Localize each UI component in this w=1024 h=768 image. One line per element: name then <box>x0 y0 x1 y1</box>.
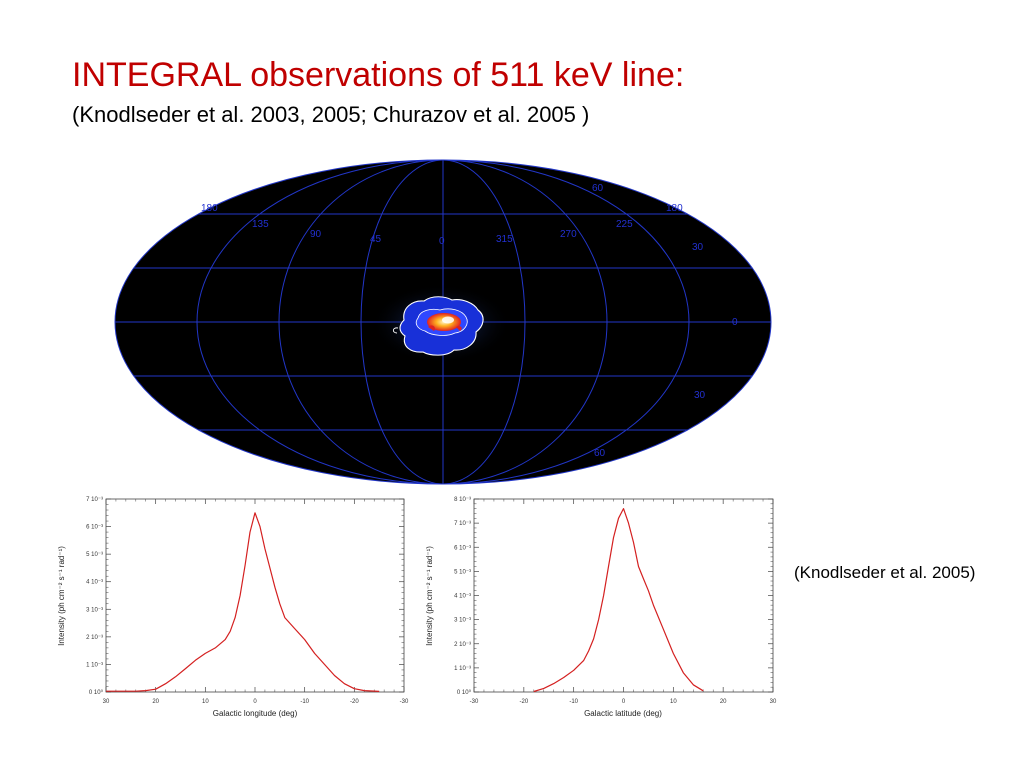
data-series <box>533 508 704 693</box>
y-tick-label: 5 10⁻³ <box>86 552 103 558</box>
meridian-2 <box>278 160 608 484</box>
lon-label-225: 225 <box>616 219 633 230</box>
map-border <box>114 159 772 485</box>
x-axis-label: Galactic longitude (deg) <box>213 709 298 718</box>
x-axis-label: Galactic latitude (deg) <box>584 709 662 718</box>
latitude-profile-chart: -30 -20 -10 0 10 20 30 0 10⁰ 1 10⁻³ 2 10⁻³ 3 10⁻³… <box>425 497 777 718</box>
y-tick-label: 8 10⁻³ <box>454 497 471 503</box>
x-tick-label: -20 <box>350 699 359 705</box>
map-grid <box>115 160 771 484</box>
x-tick-label: 0 <box>253 699 257 705</box>
x-tick-labels: -30 -20 -10 0 10 20 30 <box>470 699 777 705</box>
lat-label-0: 0 <box>732 317 738 328</box>
x-tick-label: 30 <box>103 699 110 705</box>
x-tick-label: -30 <box>400 699 409 705</box>
intensity-profile-line <box>106 512 380 692</box>
x-tick-label: -10 <box>300 699 309 705</box>
y-tick-labels: 0 10⁰ 1 10⁻³ 2 10⁻³ 3 10⁻³ 4 10⁻³ 5 10⁻³ 6 10⁻… <box>86 497 103 696</box>
lat-label-60-south: 60 <box>594 448 606 459</box>
map-labels: 180 135 90 45 0 315 270 225 180 60 30 0 … <box>201 183 738 459</box>
plot-frame <box>473 498 774 693</box>
meridian-1 <box>360 160 526 484</box>
y-tick-label: 4 10⁻³ <box>454 594 471 600</box>
data-series <box>106 512 380 692</box>
longitude-profile-chart: 30 20 10 0 -10 -20 -30 0 10⁰ 1 10⁻³ 2 10⁻³ 3 10⁻³… <box>57 497 409 718</box>
lon-label-90: 90 <box>310 229 322 240</box>
lon-label-135: 135 <box>252 219 269 230</box>
figure-caption: (Knodlseder et al. 2005) <box>794 563 976 582</box>
slide-title: INTEGRAL observations of 511 keV line: <box>72 56 685 94</box>
y-tick-label: 3 10⁻³ <box>86 607 103 613</box>
y-tick-label: 7 10⁻³ <box>454 521 471 527</box>
y-tick-label: 3 10⁻³ <box>454 618 471 624</box>
meridian-3 <box>196 160 690 484</box>
lon-label-0: 0 <box>439 236 445 247</box>
lon-label-270: 270 <box>560 229 577 240</box>
slide-subtitle: (Knodlseder et al. 2003, 2005; Churazov … <box>72 102 590 127</box>
y-tick-label: 1 10⁻³ <box>86 662 103 668</box>
plot-frame <box>105 498 405 693</box>
x-tick-label: 20 <box>720 699 727 705</box>
lon-label-45: 45 <box>370 234 382 245</box>
y-tick-label: 2 10⁻³ <box>454 642 471 648</box>
x-tick-label: -10 <box>569 699 578 705</box>
lat-label-30-south: 30 <box>694 390 706 401</box>
lat-label-60-north: 60 <box>592 183 604 194</box>
x-tick-label: 30 <box>770 699 777 705</box>
y-tick-label: 7 10⁻³ <box>86 497 103 503</box>
x-tick-label: -30 <box>470 699 479 705</box>
x-tick-label: 0 <box>622 699 626 705</box>
lon-label-180-right: 180 <box>666 203 683 214</box>
y-tick-label: 6 10⁻³ <box>454 545 471 551</box>
x-tick-labels: 30 20 10 0 -10 -20 -30 <box>103 699 409 705</box>
y-tick-label: 6 10⁻³ <box>86 525 103 531</box>
lat-label-30-north: 30 <box>692 242 704 253</box>
x-tick-label: 20 <box>152 699 159 705</box>
y-tick-label: 4 10⁻³ <box>86 580 103 586</box>
y-tick-label: 0 10⁰ <box>457 689 472 696</box>
lon-label-315: 315 <box>496 234 513 245</box>
y-tick-label: 0 10⁰ <box>89 689 104 696</box>
y-tick-label: 2 10⁻³ <box>86 635 103 641</box>
lon-label-180-left: 180 <box>201 203 218 214</box>
intensity-profile-line <box>533 508 704 693</box>
axis-ticks <box>105 498 405 693</box>
x-tick-label: 10 <box>202 699 209 705</box>
x-tick-label: 10 <box>670 699 677 705</box>
y-tick-label: 5 10⁻³ <box>454 569 471 575</box>
emission-region <box>371 284 511 364</box>
y-tick-labels: 0 10⁰ 1 10⁻³ 2 10⁻³ 3 10⁻³ 4 10⁻³ 5 10⁻³ 6 10⁻… <box>454 497 471 696</box>
y-tick-label: 1 10⁻³ <box>454 666 471 672</box>
sky-map: 180 135 90 45 0 315 270 225 180 60 30 0 … <box>114 159 772 485</box>
y-axis-label: Intensity (ph cm⁻² s⁻¹ rad⁻¹) <box>425 546 434 646</box>
axis-ticks <box>473 498 774 693</box>
y-axis-label: Intensity (ph cm⁻² s⁻¹ rad⁻¹) <box>57 546 66 646</box>
x-tick-label: -20 <box>519 699 528 705</box>
